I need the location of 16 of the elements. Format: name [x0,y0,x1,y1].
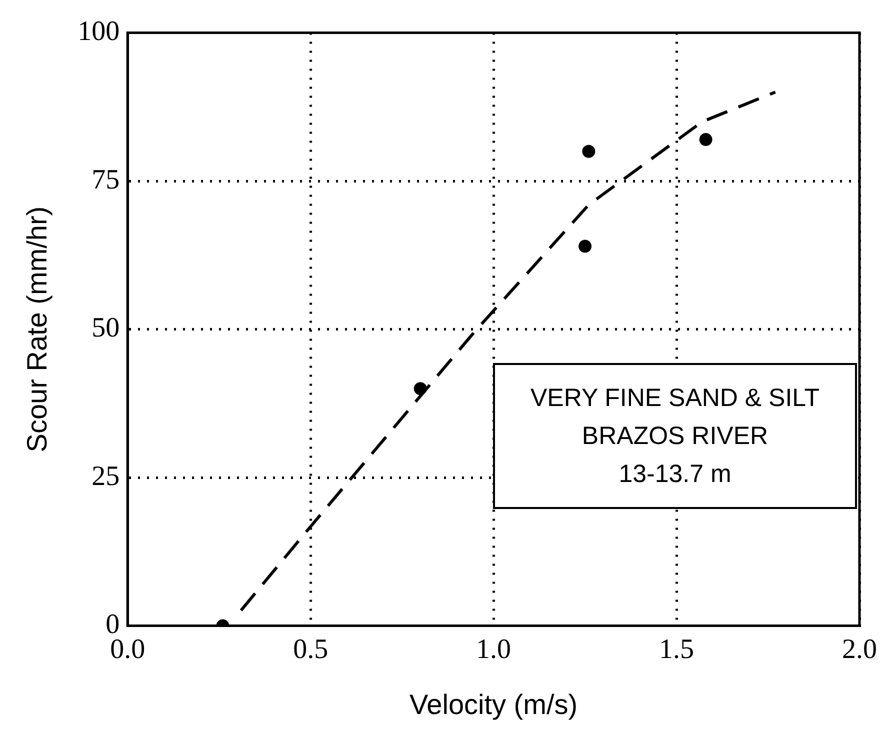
x-tick-label: 0.5 [293,634,328,665]
x-tick-label: 1.0 [476,634,512,665]
y-tick-label: 75 [92,164,120,196]
y-tick-label: 50 [92,312,120,344]
x-tick-label: 1.5 [659,634,694,665]
x-axis-title: Velocity (m/s) [410,688,578,720]
y-tick-label: 100 [78,16,120,48]
annotation: 13-13.7 m [618,459,732,490]
y-tick-label: 25 [92,460,120,492]
y-axis-title: Scour Rate (mm/hr) [22,206,53,452]
x-tick-label: 2.0 [842,634,877,665]
point [699,133,712,146]
point [582,144,596,158]
point [578,240,592,253]
annotation: VERY FINE SAND & SILT [530,383,820,414]
annotation: BRAZOS RIVER [580,421,770,452]
